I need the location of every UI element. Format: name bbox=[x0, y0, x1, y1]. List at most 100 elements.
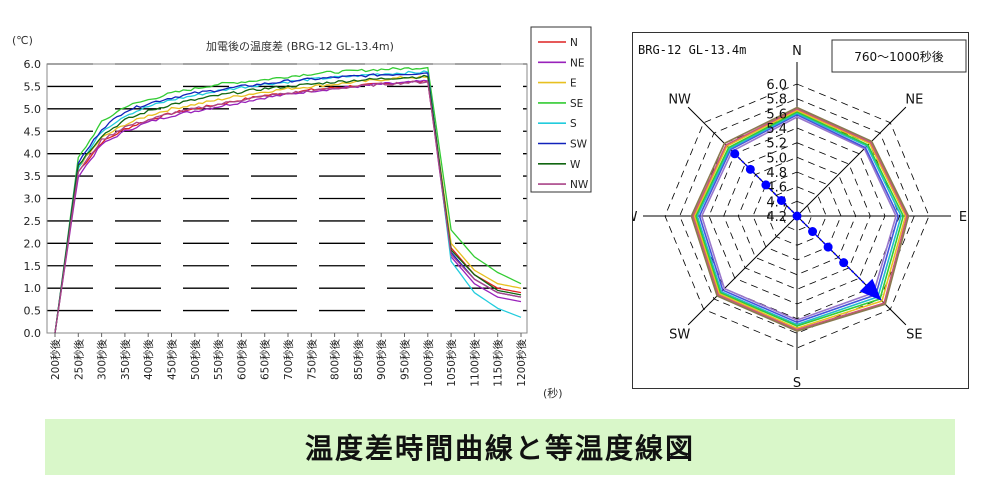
x-tick-label: 300秒後 bbox=[96, 339, 109, 381]
legend-label-NE: NE bbox=[570, 57, 585, 69]
radar-tick-label: 5.6 bbox=[766, 107, 787, 122]
x-tick-label: 400秒後 bbox=[142, 339, 155, 381]
radar-axis-label-E: E bbox=[959, 210, 967, 225]
radar-annotation-box bbox=[831, 39, 967, 73]
radar-tick-label: 4.6 bbox=[766, 181, 787, 196]
x-tick-label: 700秒後 bbox=[282, 339, 295, 381]
y-tick-label: 3.5 bbox=[24, 170, 42, 183]
y-tick-label: 1.5 bbox=[24, 260, 42, 273]
x-tick-label: 250秒後 bbox=[72, 339, 85, 381]
x-tick-label: 1200秒後 bbox=[515, 339, 528, 387]
radar-title: BRG-12 GL-13.4m bbox=[638, 43, 746, 57]
y-tick-label: 6.0 bbox=[24, 58, 42, 71]
radar-arrow-dot bbox=[730, 149, 740, 159]
radar-arrow-dot bbox=[839, 258, 849, 268]
x-tick-label: 850秒後 bbox=[352, 339, 365, 381]
radar-spoke bbox=[796, 106, 907, 217]
x-tick-label: 900秒後 bbox=[375, 339, 388, 381]
legend-label-E: E bbox=[570, 78, 577, 90]
x-axis-unit: (秒) bbox=[543, 386, 563, 400]
radar-grid-ring bbox=[723, 142, 871, 290]
legend-label-NW: NW bbox=[570, 179, 589, 191]
radar-axis-label-W: W bbox=[632, 210, 638, 225]
radar-plot: NNEESESSWWNW4.24.44.64.85.05.25.45.65.86… bbox=[632, 44, 967, 390]
radar-tick-label: 4.8 bbox=[766, 166, 787, 181]
radar-arrow-dot bbox=[808, 227, 818, 237]
radar-axis-label-NW: NW bbox=[668, 93, 691, 108]
legend-label-SE: SE bbox=[570, 98, 583, 110]
radar-axis-label-S: S bbox=[793, 376, 801, 390]
radar-grid-ring bbox=[781, 200, 813, 232]
radar-spoke bbox=[687, 215, 798, 326]
y-tick-label: 3.0 bbox=[24, 193, 42, 206]
radar-series-polygon bbox=[690, 106, 910, 332]
x-tick-label: 650秒後 bbox=[259, 339, 272, 381]
radar-tick-label: 5.2 bbox=[766, 137, 787, 152]
series-line-W bbox=[54, 74, 522, 334]
y-tick-label: 5.0 bbox=[24, 103, 42, 116]
legend-label-W: W bbox=[570, 159, 581, 171]
series-line-SW bbox=[54, 72, 522, 334]
x-tick-label: 1000秒後 bbox=[422, 339, 435, 387]
y-tick-label: 2.0 bbox=[24, 237, 42, 250]
x-tick-label: 200秒後 bbox=[49, 339, 62, 381]
x-tick-label: 800秒後 bbox=[329, 339, 342, 381]
radar-axis-label-N: N bbox=[792, 44, 802, 59]
radar-arrow-dot bbox=[776, 195, 786, 205]
radar-series-polygon bbox=[698, 113, 900, 324]
y-tick-label: 0.0 bbox=[24, 327, 42, 340]
y-tick-label: 5.5 bbox=[24, 80, 42, 93]
radar-arrow-dot bbox=[761, 180, 771, 190]
line-chart-title: 加電後の温度差 (BRG-12 GL-13.4m) bbox=[206, 39, 394, 53]
legend-label-N: N bbox=[570, 37, 578, 49]
radar-arrow-head bbox=[859, 278, 882, 301]
y-tick-label: 0.5 bbox=[24, 305, 42, 318]
y-tick-label: 4.5 bbox=[24, 125, 42, 138]
radar-series-polygon bbox=[694, 111, 905, 327]
radar-tick-label: 5.8 bbox=[766, 93, 787, 108]
radar-series-polygon bbox=[692, 108, 908, 331]
radar-series-polygon bbox=[693, 109, 907, 330]
x-tick-label: 600秒後 bbox=[235, 339, 248, 381]
x-tick-label: 550秒後 bbox=[212, 339, 225, 381]
radar-arrow-dot bbox=[745, 164, 755, 174]
line-chart-legend: N NE E SE S SW W NW bbox=[530, 26, 592, 193]
series-line-E bbox=[54, 75, 522, 334]
y-tick-label: 4.0 bbox=[24, 148, 42, 161]
caption-title: 温度差時間曲線と等温度線図 bbox=[304, 432, 695, 465]
x-tick-label: 350秒後 bbox=[119, 339, 132, 381]
x-tick-label: 750秒後 bbox=[305, 339, 318, 381]
x-tick-label: 950秒後 bbox=[399, 339, 412, 381]
series-line-NW bbox=[54, 80, 522, 334]
radar-arrow-dot bbox=[792, 211, 802, 221]
x-tick-label: 450秒後 bbox=[166, 339, 179, 381]
radar-tick-label: 5.0 bbox=[766, 151, 787, 166]
x-tick-label: 1150秒後 bbox=[492, 339, 505, 387]
radar-chart: BRG-12 GL-13.4m 760～1000秒後 N NE E SE S SW W NW 4… bbox=[632, 32, 969, 390]
radar-tick-label: 4.2 bbox=[766, 210, 787, 225]
radar-axis-label-SW: SW bbox=[669, 327, 690, 342]
series-line-S bbox=[54, 70, 522, 334]
radar-series-polygon bbox=[696, 112, 902, 326]
radar-grid-ring bbox=[664, 83, 930, 349]
x-tick-label: 1100秒後 bbox=[468, 339, 481, 387]
line-chart-plot-area: 0.0 0.5 1.0 1.5 2.0 2.5 3.0 3.5 4.0 4.5 5.0 5.5 6.0 2… bbox=[24, 58, 529, 387]
legend-label-SW: SW bbox=[570, 139, 588, 151]
y-tick-label: 2.5 bbox=[24, 215, 42, 228]
radar-series-polygon bbox=[700, 116, 897, 321]
series-line-SE bbox=[54, 66, 522, 334]
x-tick-label: 1050秒後 bbox=[445, 339, 458, 387]
radar-annotation: 760～1000秒後 bbox=[854, 50, 943, 64]
plot-frame bbox=[46, 63, 528, 334]
x-tick-label: 500秒後 bbox=[189, 339, 202, 381]
y-axis-unit: (℃) bbox=[12, 34, 33, 47]
legend-label-S: S bbox=[570, 118, 577, 130]
caption-bar: 温度差時間曲線と等温度線図 bbox=[45, 419, 955, 475]
radar-axis-label-NE: NE bbox=[905, 93, 923, 108]
radar-arrow-shaft bbox=[734, 153, 878, 297]
series-line-NE bbox=[54, 79, 522, 334]
radar-axis-label-SE: SE bbox=[906, 327, 922, 342]
radar-tick-label: 6.0 bbox=[766, 78, 787, 93]
radar-arrow-dot bbox=[823, 242, 833, 252]
line-chart: 加電後の温度差 (BRG-12 GL-13.4m) (℃) (秒) 0.0 0.5… bbox=[12, 26, 592, 400]
